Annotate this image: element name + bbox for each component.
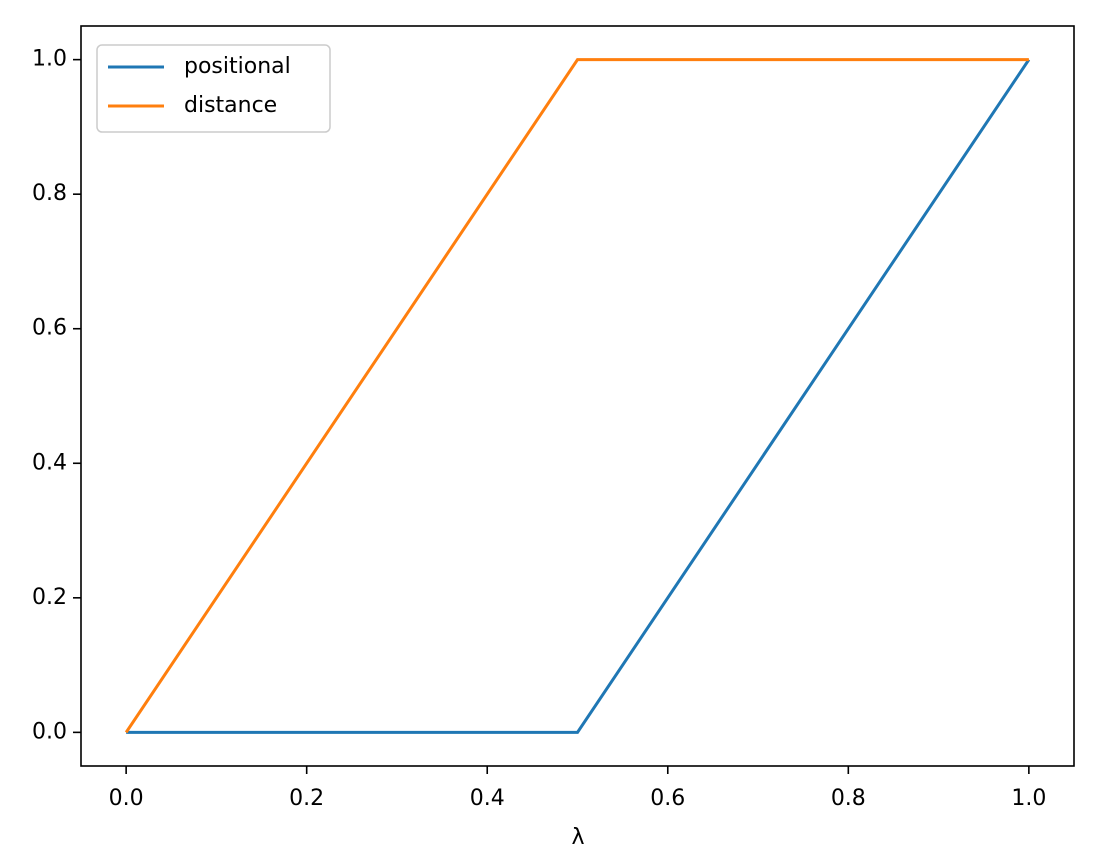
y-tick-label: 0.0 xyxy=(32,719,67,744)
y-tick-label: 0.2 xyxy=(32,585,67,610)
x-axis-label: λ xyxy=(571,825,584,850)
x-tick-label: 0.6 xyxy=(650,786,685,811)
x-tick-label: 0.2 xyxy=(289,786,324,811)
x-tick-label: 1.0 xyxy=(1011,786,1046,811)
x-tick-label: 0.4 xyxy=(470,786,505,811)
y-tick-label: 0.8 xyxy=(32,181,67,206)
x-tick-label: 0.0 xyxy=(109,786,144,811)
plot-frame xyxy=(80,25,1075,767)
series-line xyxy=(124,58,1029,734)
legend-label: distance xyxy=(184,93,277,118)
y-tick-label: 1.0 xyxy=(32,47,67,72)
y-tick-label: 0.4 xyxy=(32,450,67,475)
x-tick-label: 0.8 xyxy=(831,786,866,811)
series-line xyxy=(126,58,1031,734)
legend-label: positional xyxy=(184,54,291,79)
y-tick-label: 0.6 xyxy=(32,316,67,341)
